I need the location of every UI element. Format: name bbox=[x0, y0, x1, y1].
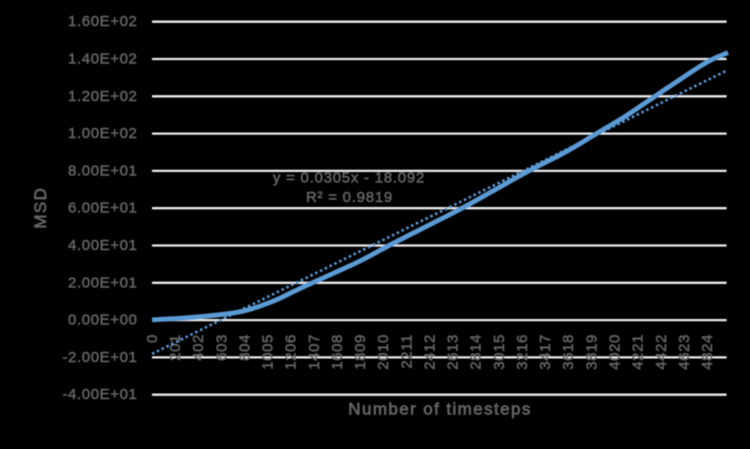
svg-text:1407: 1407 bbox=[306, 334, 323, 370]
svg-text:2412: 2412 bbox=[422, 334, 439, 370]
svg-text:1206: 1206 bbox=[283, 334, 300, 370]
svg-text:4.00E+01: 4.00E+01 bbox=[68, 237, 137, 254]
svg-text:2211: 2211 bbox=[398, 334, 415, 369]
svg-text:Number of timesteps: Number of timesteps bbox=[348, 400, 531, 419]
svg-text:201: 201 bbox=[167, 334, 184, 361]
svg-text:0: 0 bbox=[144, 334, 161, 343]
svg-text:3819: 3819 bbox=[583, 334, 600, 370]
svg-text:-2.00E+01: -2.00E+01 bbox=[62, 349, 137, 366]
svg-text:4020: 4020 bbox=[607, 334, 624, 370]
svg-text:804: 804 bbox=[236, 334, 253, 361]
svg-text:3618: 3618 bbox=[560, 334, 577, 370]
svg-text:1.00E+02: 1.00E+02 bbox=[68, 125, 137, 142]
svg-text:3417: 3417 bbox=[537, 334, 554, 370]
svg-text:2010: 2010 bbox=[375, 334, 392, 370]
svg-text:1608: 1608 bbox=[329, 334, 346, 370]
svg-text:3216: 3216 bbox=[514, 334, 531, 370]
svg-text:0.00E+00: 0.00E+00 bbox=[68, 312, 137, 329]
svg-text:402: 402 bbox=[190, 334, 207, 361]
svg-text:6.00E+01: 6.00E+01 bbox=[68, 200, 137, 217]
svg-text:1.40E+02: 1.40E+02 bbox=[68, 51, 137, 68]
svg-text:2613: 2613 bbox=[445, 334, 462, 370]
svg-text:4623: 4623 bbox=[676, 334, 693, 370]
svg-text:R² = 0.9819: R² = 0.9819 bbox=[306, 189, 393, 206]
svg-text:1005: 1005 bbox=[260, 334, 277, 370]
svg-text:y = 0.0305x - 18.092: y = 0.0305x - 18.092 bbox=[273, 170, 425, 187]
svg-text:4422: 4422 bbox=[653, 334, 670, 370]
svg-text:4824: 4824 bbox=[699, 334, 716, 370]
svg-text:2.00E+01: 2.00E+01 bbox=[68, 274, 137, 291]
svg-text:8.00E+01: 8.00E+01 bbox=[68, 162, 137, 179]
svg-text:2814: 2814 bbox=[468, 334, 485, 370]
svg-text:3015: 3015 bbox=[491, 334, 508, 370]
svg-text:1809: 1809 bbox=[352, 334, 369, 370]
svg-text:MSD: MSD bbox=[31, 187, 50, 229]
svg-text:1.20E+02: 1.20E+02 bbox=[68, 88, 137, 105]
svg-text:1.60E+02: 1.60E+02 bbox=[68, 13, 137, 30]
svg-text:-4.00E+01: -4.00E+01 bbox=[62, 386, 137, 403]
svg-text:603: 603 bbox=[213, 334, 230, 361]
svg-text:4221: 4221 bbox=[630, 334, 647, 370]
